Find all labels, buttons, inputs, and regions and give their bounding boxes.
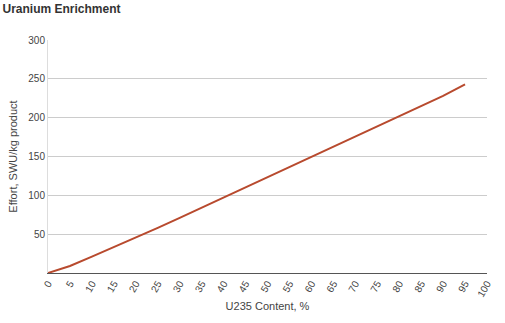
svg-text:15: 15 bbox=[105, 279, 120, 295]
svg-text:150: 150 bbox=[28, 151, 45, 162]
svg-text:0: 0 bbox=[42, 279, 55, 290]
svg-text:Effort, SWU/kg product: Effort, SWU/kg product bbox=[7, 100, 19, 212]
svg-text:85: 85 bbox=[412, 279, 427, 295]
svg-text:300: 300 bbox=[28, 35, 45, 46]
svg-text:100: 100 bbox=[475, 279, 493, 299]
svg-text:30: 30 bbox=[171, 279, 186, 295]
svg-text:U235 Content, %: U235 Content, % bbox=[226, 300, 310, 312]
svg-text:50: 50 bbox=[258, 279, 273, 295]
svg-text:95: 95 bbox=[456, 279, 471, 295]
svg-text:250: 250 bbox=[28, 73, 45, 84]
svg-text:80: 80 bbox=[390, 279, 405, 295]
svg-text:5: 5 bbox=[64, 279, 77, 290]
svg-text:20: 20 bbox=[127, 279, 142, 295]
svg-text:35: 35 bbox=[193, 279, 208, 295]
svg-text:45: 45 bbox=[237, 279, 252, 295]
svg-text:75: 75 bbox=[368, 279, 383, 295]
svg-text:90: 90 bbox=[434, 279, 449, 295]
svg-text:60: 60 bbox=[302, 279, 317, 295]
svg-text:100: 100 bbox=[28, 190, 45, 201]
svg-text:25: 25 bbox=[149, 279, 164, 295]
svg-text:55: 55 bbox=[280, 279, 295, 295]
svg-text:65: 65 bbox=[324, 279, 339, 295]
svg-text:10: 10 bbox=[83, 279, 98, 295]
svg-text:40: 40 bbox=[215, 279, 230, 295]
svg-text:70: 70 bbox=[346, 279, 361, 295]
svg-text:200: 200 bbox=[28, 112, 45, 123]
svg-text:50: 50 bbox=[34, 229, 46, 240]
svg-text:Uranium Enrichment: Uranium Enrichment bbox=[3, 2, 121, 16]
